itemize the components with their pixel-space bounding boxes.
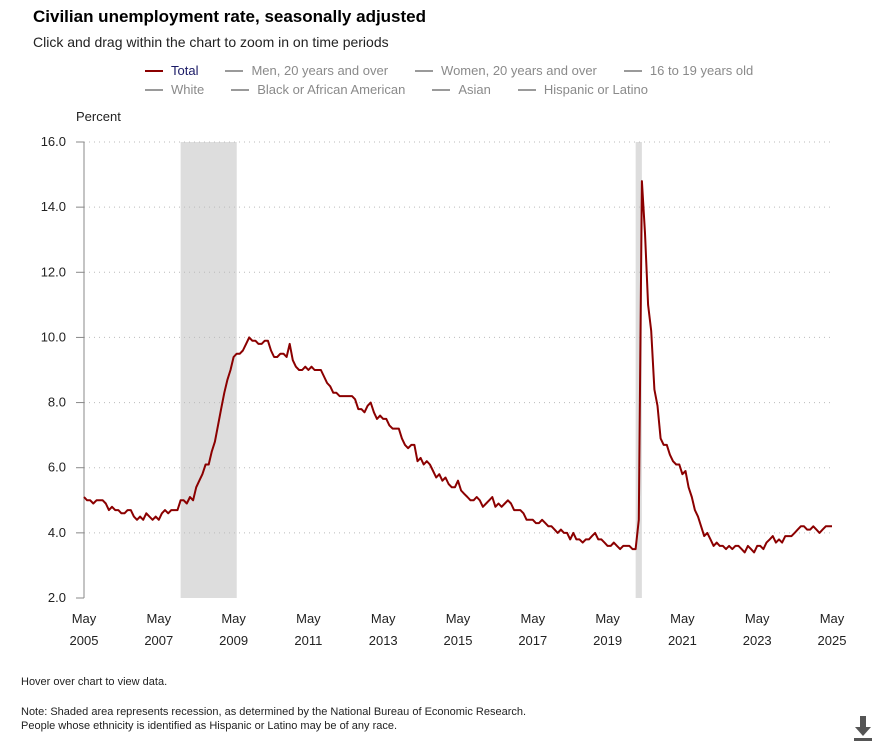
legend-item-women[interactable]: Women, 20 years and over	[415, 63, 597, 78]
y-tick-label: 6.0	[48, 460, 66, 475]
legend-item-hispanic[interactable]: Hispanic or Latino	[517, 82, 648, 97]
x-tick-month: May	[72, 611, 97, 626]
legend-swatch	[231, 88, 250, 91]
y-tick-label: 2.0	[48, 590, 66, 605]
recession-band	[635, 142, 642, 598]
legend-label: Black or African American	[257, 82, 406, 97]
legend-item-asian[interactable]: Asian	[432, 82, 491, 97]
legend-item-teens[interactable]: 16 to 19 years old	[623, 63, 754, 78]
legend-swatch	[225, 69, 244, 72]
x-tick-month: May	[296, 611, 321, 626]
x-tick-year: 2015	[444, 633, 473, 648]
ethnicity-note: People whose ethnicity is identified as …	[21, 720, 398, 732]
chart-subtitle: Click and drag within the chart to zoom …	[33, 34, 389, 50]
legend-label: Asian	[458, 82, 491, 97]
x-tick-month: May	[446, 611, 471, 626]
recession-note: Note: Shaded area represents recession, …	[21, 706, 527, 718]
x-tick-month: May	[745, 611, 770, 626]
y-tick-label: 10.0	[41, 329, 66, 344]
x-tick-month: May	[670, 611, 695, 626]
y-tick-label: 4.0	[48, 525, 66, 540]
legend-item-total[interactable]: Total	[145, 63, 198, 78]
legend-item-black[interactable]: Black or African American	[231, 82, 405, 97]
chart-title: Civilian unemployment rate, seasonally a…	[33, 7, 427, 26]
legend-swatch	[145, 69, 163, 72]
x-tick-year: 2011	[294, 633, 322, 648]
legend-swatch	[517, 88, 536, 91]
legend-swatch	[432, 88, 451, 91]
x-tick-year: 2025	[818, 633, 847, 648]
x-tick-month: May	[820, 611, 845, 626]
x-tick-year: 2019	[593, 633, 622, 648]
legend-item-men[interactable]: Men, 20 years and over	[225, 63, 388, 78]
x-tick-month: May	[595, 611, 620, 626]
download-icon[interactable]	[852, 714, 874, 742]
x-tick-year: 2017	[518, 633, 547, 648]
x-tick-month: May	[147, 611, 172, 626]
y-tick-label: 8.0	[48, 395, 66, 410]
x-tick-year: 2023	[743, 633, 772, 648]
legend-swatch	[623, 69, 642, 72]
legend-label: White	[171, 82, 205, 97]
y-axis-label: Percent	[76, 109, 121, 124]
x-tick-month: May	[221, 611, 246, 626]
x-tick-month: May	[371, 611, 396, 626]
x-tick-year: 2013	[369, 633, 398, 648]
legend-swatch	[415, 69, 434, 72]
y-tick-label: 12.0	[41, 264, 66, 279]
x-tick-year: 2021	[668, 633, 697, 648]
x-tick-year: 2005	[70, 633, 99, 648]
legend-row-1: Total Men, 20 years and over Women, 20 y…	[145, 63, 780, 78]
legend-item-white[interactable]: White	[145, 82, 204, 97]
legend-label: Men, 20 years and over	[251, 63, 389, 78]
hover-hint: Hover over chart to view data.	[21, 676, 168, 688]
plot-area[interactable]: 2.0 4.0 6.0 8.0 10.0 12.0 14.0 16.0 May 2005 May 20…	[0, 0, 875, 660]
legend-label: 16 to 19 years old	[649, 63, 754, 78]
legend-label: Hispanic or Latino	[543, 82, 648, 97]
x-tick-year: 2009	[219, 633, 248, 648]
x-tick-month: May	[521, 611, 546, 626]
legend-label: Women, 20 years and over	[441, 63, 597, 78]
y-tick-label: 14.0	[41, 199, 66, 214]
x-tick-year: 2007	[144, 633, 173, 648]
y-tick-label: 16.0	[41, 134, 66, 149]
legend-swatch	[145, 88, 163, 91]
series-line-total	[83, 180, 832, 554]
legend-row-2: White Black or African American Asian Hi…	[145, 82, 675, 97]
legend-label: Total	[171, 63, 199, 78]
recession-band	[180, 142, 237, 598]
